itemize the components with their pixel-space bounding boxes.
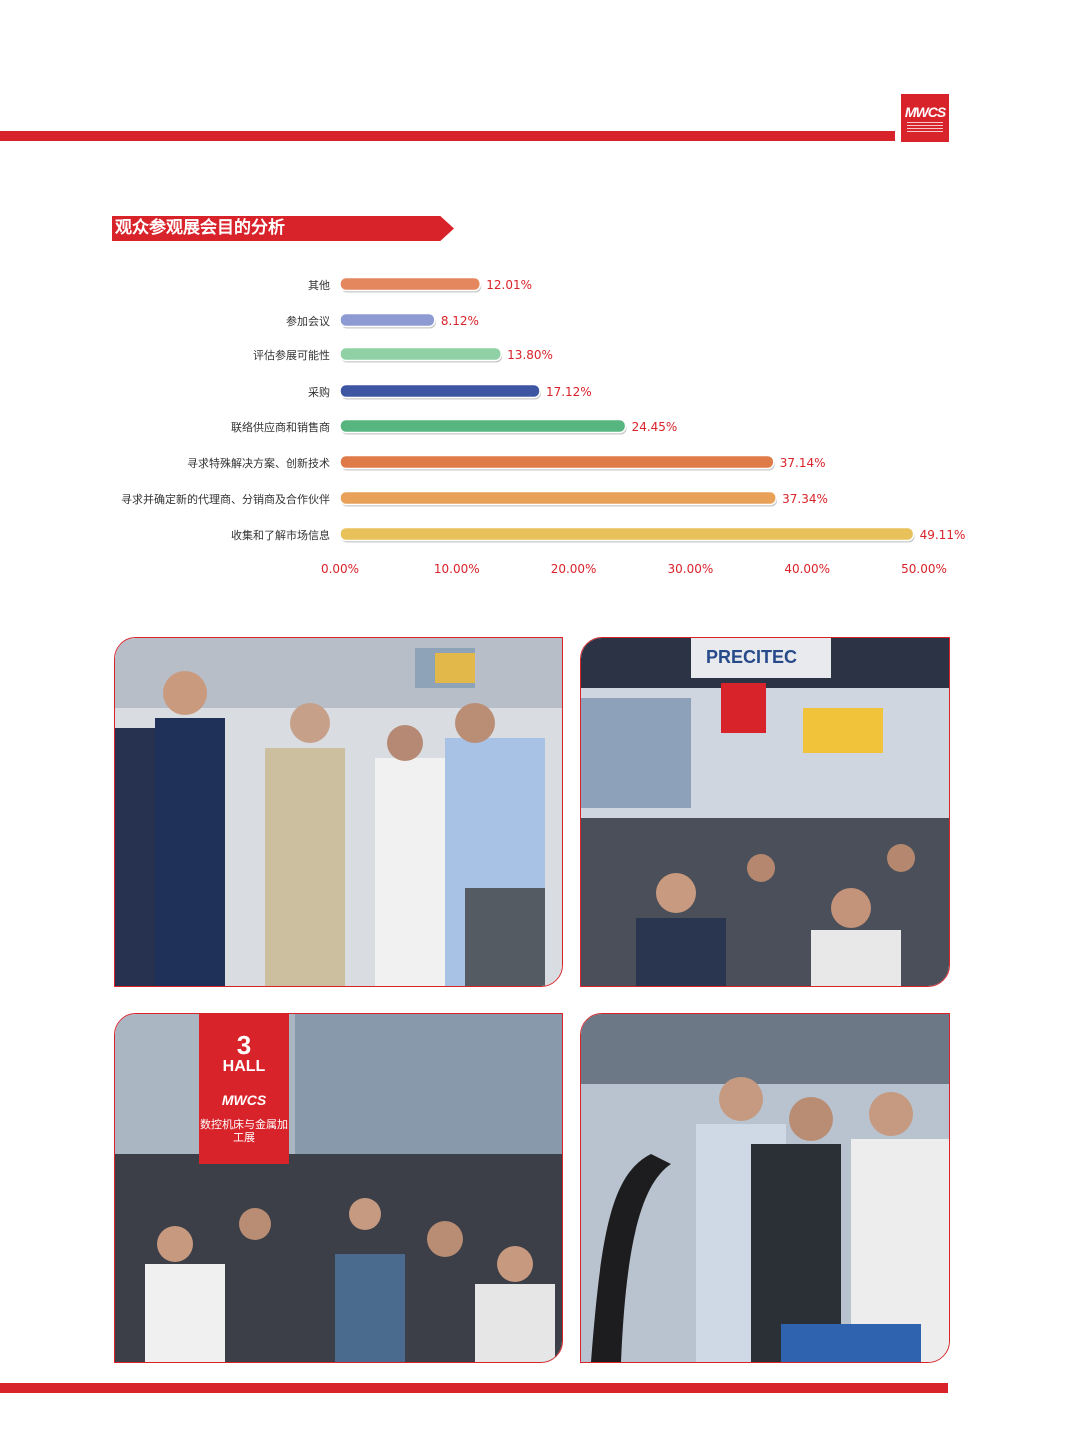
category-label: 收集和了解市场信息: [231, 528, 330, 542]
bottom-accent-bar: [0, 1383, 948, 1393]
category-label: 评估参展可能性: [253, 348, 330, 362]
logo-fine-print: [907, 121, 943, 132]
hall-word: HALL: [222, 1058, 266, 1075]
logo-text: MWCS: [904, 103, 946, 120]
value-label: 49.11%: [920, 528, 966, 542]
category-label: 采购: [308, 385, 330, 399]
photo-hall-3-crowd-image: [115, 1014, 562, 1362]
photo-visitors-discussion-image: [115, 638, 562, 986]
top-accent-bar: [0, 131, 895, 141]
category-label: 参加会议: [286, 314, 330, 328]
x-tick-label: 0.00%: [321, 562, 359, 576]
x-tick-label: 20.00%: [551, 562, 597, 576]
section-title-banner: [112, 216, 454, 241]
photo-hall-3-crowd: 3 HALL MWCS 数控机床与金属加工展: [114, 1013, 563, 1363]
hall-sign-text: 数控机床与金属加工展: [200, 1118, 288, 1144]
hall-sign-logo: MWCS: [221, 1092, 267, 1108]
value-label: 13.80%: [507, 348, 553, 362]
category-label: 寻求并确定新的代理商、分销商及合作伙伴: [121, 492, 330, 506]
photo-precitec-booth: PRECITEC: [580, 637, 950, 987]
x-tick-label: 10.00%: [434, 562, 480, 576]
value-label: 24.45%: [632, 420, 678, 434]
photo-precitec-booth-image: PRECITEC: [581, 638, 949, 986]
x-tick-label: 30.00%: [668, 562, 714, 576]
precitec-sign: PRECITEC: [706, 647, 797, 667]
value-label: 8.12%: [441, 314, 479, 328]
hall-number: 3: [236, 1030, 252, 1060]
value-label: 37.34%: [782, 492, 828, 506]
bar: [339, 490, 777, 506]
photo-visitors-discussion: [114, 637, 563, 987]
hall-3-sign: 3 HALL MWCS 数控机床与金属加工展: [199, 1014, 289, 1164]
bar: [339, 454, 775, 470]
value-label: 12.01%: [486, 278, 532, 292]
value-label: 37.14%: [780, 456, 826, 470]
purpose-bar-chart: 其他 12.01% 参加会议 8.12% 评估参展可能性 13.80% 采购 17.12% 联络…: [121, 276, 966, 576]
category-label: 其他: [308, 279, 330, 292]
x-tick-label: 50.00%: [901, 562, 947, 576]
bar: [339, 383, 541, 399]
bar: [339, 276, 482, 292]
category-label: 寻求特殊解决方案、创新技术: [187, 456, 330, 470]
bar: [339, 312, 436, 328]
photo-visitors-phones: [580, 1013, 950, 1363]
mwcs-logo: MWCS: [901, 94, 949, 142]
bar: [339, 526, 915, 542]
section-title: 观众参观展会目的分析: [115, 218, 285, 238]
bar: [339, 346, 502, 362]
value-label: 17.12%: [546, 385, 592, 399]
photo-visitors-phones-image: [581, 1014, 949, 1362]
x-tick-label: 40.00%: [784, 562, 830, 576]
bar: [339, 418, 627, 434]
category-label: 联络供应商和销售商: [231, 420, 330, 434]
